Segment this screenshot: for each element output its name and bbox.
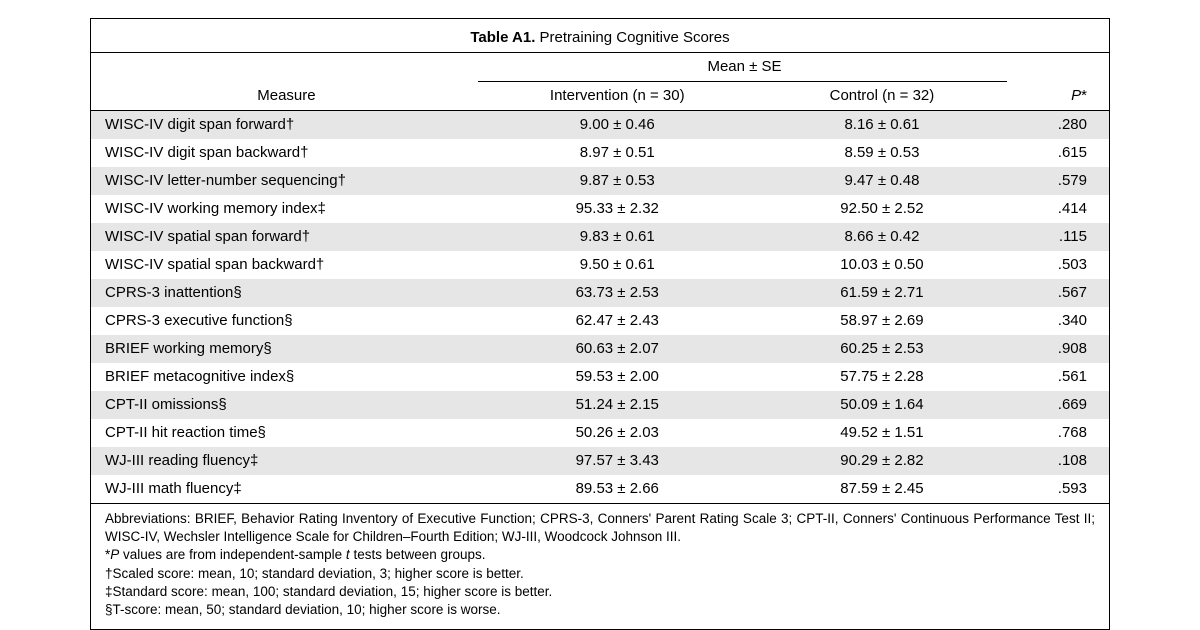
caption-text: Pretraining Cognitive Scores <box>535 29 729 46</box>
cell-intervention: 97.57 ± 3.43 <box>478 447 753 475</box>
cell-intervention: 8.97 ± 0.51 <box>478 139 753 167</box>
cell-intervention: 51.24 ± 2.15 <box>478 391 753 419</box>
spacer <box>91 53 478 82</box>
cell-intervention: 63.73 ± 2.53 <box>478 279 753 307</box>
cell-intervention: 9.00 ± 0.46 <box>478 111 753 140</box>
cell-measure: CPRS-3 inattention§ <box>91 279 478 307</box>
cell-pvalue: .615 <box>1007 139 1109 167</box>
cell-control: 90.29 ± 2.82 <box>753 447 1008 475</box>
table-row: CPRS-3 inattention§63.73 ± 2.5361.59 ± 2… <box>91 279 1109 307</box>
cell-control: 58.97 ± 2.69 <box>753 307 1008 335</box>
cell-measure: BRIEF metacognitive index§ <box>91 363 478 391</box>
col-header-p: P* <box>1007 82 1109 111</box>
table-row: BRIEF metacognitive index§59.53 ± 2.0057… <box>91 363 1109 391</box>
footnote-line: *P values are from independent-sample t … <box>105 546 1095 564</box>
cell-pvalue: .908 <box>1007 335 1109 363</box>
cell-intervention: 59.53 ± 2.00 <box>478 363 753 391</box>
cell-pvalue: .567 <box>1007 279 1109 307</box>
cell-measure: WISC-IV working memory index‡ <box>91 195 478 223</box>
cell-intervention: 89.53 ± 2.66 <box>478 475 753 503</box>
cell-measure: WISC-IV digit span forward† <box>91 111 478 140</box>
col-header-intervention: Intervention (n = 30) <box>478 82 753 111</box>
cell-intervention: 50.26 ± 2.03 <box>478 419 753 447</box>
cell-control: 8.59 ± 0.53 <box>753 139 1008 167</box>
table-row: WISC-IV spatial span backward†9.50 ± 0.6… <box>91 251 1109 279</box>
table-body: WISC-IV digit span forward†9.00 ± 0.468.… <box>91 111 1109 504</box>
cell-intervention: 9.87 ± 0.53 <box>478 167 753 195</box>
cell-intervention: 9.83 ± 0.61 <box>478 223 753 251</box>
cell-intervention: 60.63 ± 2.07 <box>478 335 753 363</box>
cell-intervention: 9.50 ± 0.61 <box>478 251 753 279</box>
footnotes: Abbreviations: BRIEF, Behavior Rating In… <box>91 503 1109 629</box>
footnote-line: †Scaled score: mean, 10; standard deviat… <box>105 565 1095 583</box>
footnote-line: ‡Standard score: mean, 100; standard dev… <box>105 583 1095 601</box>
cell-control: 60.25 ± 2.53 <box>753 335 1008 363</box>
col-header-measure: Measure <box>91 82 478 111</box>
table-caption: Table A1. Pretraining Cognitive Scores <box>91 19 1109 52</box>
cell-measure: BRIEF working memory§ <box>91 335 478 363</box>
cell-measure: WJ-III math fluency‡ <box>91 475 478 503</box>
footnote-line: §T-score: mean, 50; standard deviation, … <box>105 601 1095 619</box>
cell-pvalue: .669 <box>1007 391 1109 419</box>
spanner-mean-se: Mean ± SE <box>478 53 1007 82</box>
cell-measure: WISC-IV letter-number sequencing† <box>91 167 478 195</box>
table-row: BRIEF working memory§60.63 ± 2.0760.25 ±… <box>91 335 1109 363</box>
table-row: CPT-II omissions§51.24 ± 2.1550.09 ± 1.6… <box>91 391 1109 419</box>
cell-intervention: 95.33 ± 2.32 <box>478 195 753 223</box>
cell-measure: WJ-III reading fluency‡ <box>91 447 478 475</box>
cell-control: 8.16 ± 0.61 <box>753 111 1008 140</box>
cell-control: 57.75 ± 2.28 <box>753 363 1008 391</box>
cognitive-scores-table: Mean ± SE Measure Intervention (n = 30) … <box>91 52 1109 503</box>
cell-measure: WISC-IV digit span backward† <box>91 139 478 167</box>
col-header-control: Control (n = 32) <box>753 82 1008 111</box>
cell-pvalue: .768 <box>1007 419 1109 447</box>
cell-control: 8.66 ± 0.42 <box>753 223 1008 251</box>
caption-label: Table A1. <box>470 29 535 46</box>
cell-intervention: 62.47 ± 2.43 <box>478 307 753 335</box>
cell-measure: WISC-IV spatial span forward† <box>91 223 478 251</box>
table-row: CPRS-3 executive function§62.47 ± 2.4358… <box>91 307 1109 335</box>
table-row: WJ-III math fluency‡89.53 ± 2.6687.59 ± … <box>91 475 1109 503</box>
cell-control: 92.50 ± 2.52 <box>753 195 1008 223</box>
cell-measure: CPT-II omissions§ <box>91 391 478 419</box>
cell-pvalue: .579 <box>1007 167 1109 195</box>
spacer <box>1007 53 1109 82</box>
cell-control: 49.52 ± 1.51 <box>753 419 1008 447</box>
table-row: WJ-III reading fluency‡97.57 ± 3.4390.29… <box>91 447 1109 475</box>
cell-pvalue: .414 <box>1007 195 1109 223</box>
table-row: CPT-II hit reaction time§50.26 ± 2.0349.… <box>91 419 1109 447</box>
cell-measure: WISC-IV spatial span backward† <box>91 251 478 279</box>
cell-control: 50.09 ± 1.64 <box>753 391 1008 419</box>
footnote-line: Abbreviations: BRIEF, Behavior Rating In… <box>105 510 1095 546</box>
cell-pvalue: .115 <box>1007 223 1109 251</box>
table-row: WISC-IV digit span forward†9.00 ± 0.468.… <box>91 111 1109 140</box>
table-row: WISC-IV digit span backward†8.97 ± 0.518… <box>91 139 1109 167</box>
table-row: WISC-IV working memory index‡95.33 ± 2.3… <box>91 195 1109 223</box>
cell-control: 87.59 ± 2.45 <box>753 475 1008 503</box>
table-row: WISC-IV spatial span forward†9.83 ± 0.61… <box>91 223 1109 251</box>
cell-pvalue: .340 <box>1007 307 1109 335</box>
cell-pvalue: .503 <box>1007 251 1109 279</box>
table-row: WISC-IV letter-number sequencing†9.87 ± … <box>91 167 1109 195</box>
cell-measure: CPT-II hit reaction time§ <box>91 419 478 447</box>
cell-pvalue: .561 <box>1007 363 1109 391</box>
cell-pvalue: .280 <box>1007 111 1109 140</box>
table-frame: Table A1. Pretraining Cognitive Scores M… <box>90 18 1110 630</box>
cell-measure: CPRS-3 executive function§ <box>91 307 478 335</box>
cell-pvalue: .108 <box>1007 447 1109 475</box>
cell-control: 10.03 ± 0.50 <box>753 251 1008 279</box>
cell-control: 9.47 ± 0.48 <box>753 167 1008 195</box>
cell-control: 61.59 ± 2.71 <box>753 279 1008 307</box>
cell-pvalue: .593 <box>1007 475 1109 503</box>
